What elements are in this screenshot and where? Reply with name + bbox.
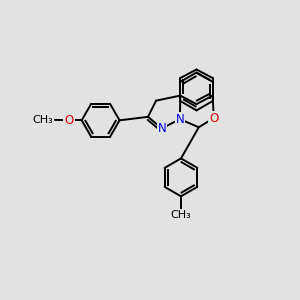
Text: CH₃: CH₃ (33, 115, 53, 125)
Text: CH₃: CH₃ (171, 210, 191, 220)
Text: N: N (176, 113, 184, 126)
Text: N: N (158, 122, 166, 135)
Text: O: O (209, 112, 218, 124)
Text: O: O (64, 114, 74, 127)
